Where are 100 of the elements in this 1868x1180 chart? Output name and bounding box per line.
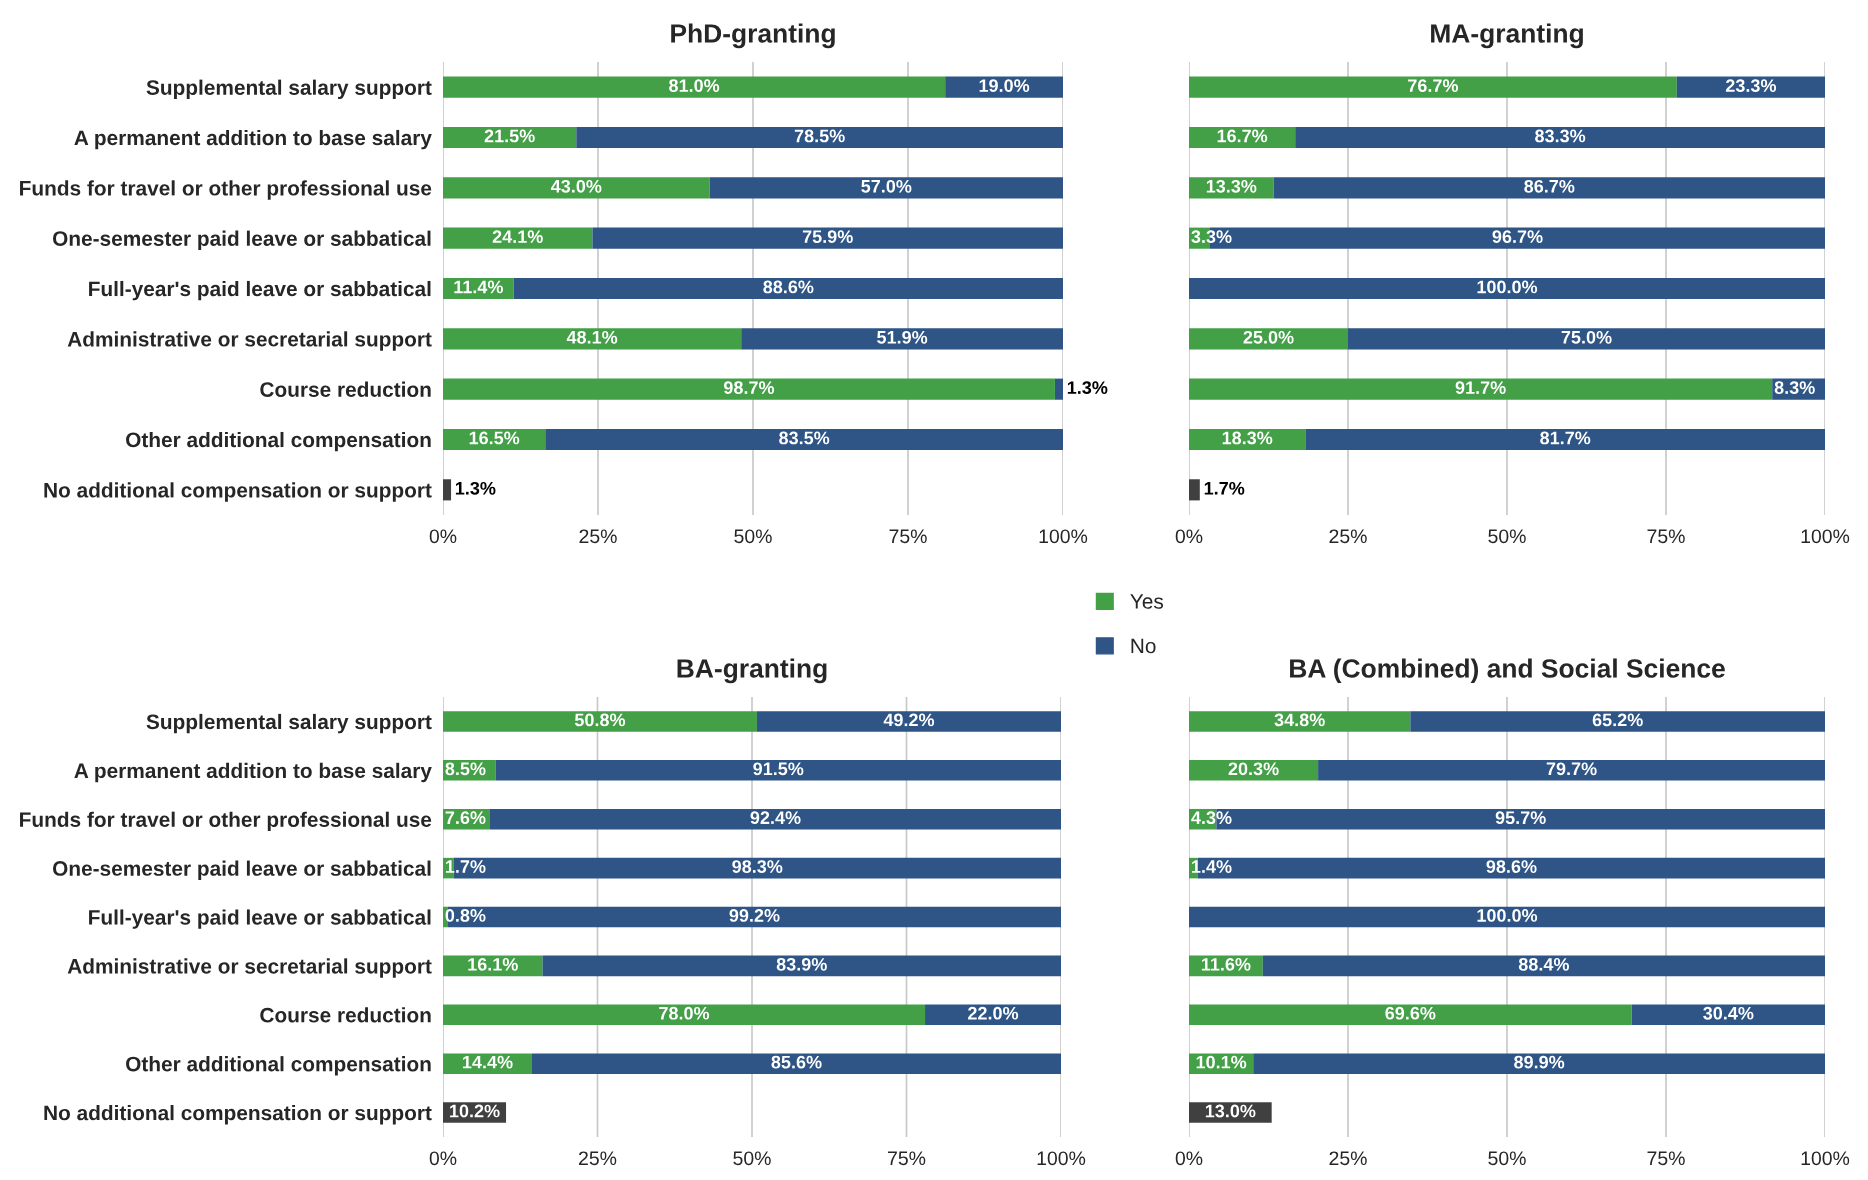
data-label: 14.4% [463,1055,513,1069]
bar [1189,277,1825,300]
y-tick-label: Administrative or secretarial support [67,958,432,978]
y-tick-label: Other additional compensation [126,431,431,452]
data-label: 1.3% [1067,381,1108,395]
bar [443,328,742,350]
legend-label: Yes [1130,594,1164,609]
data-label: 99.2% [729,909,780,922]
chart-title: BA (Combined) and Social Science [1290,658,1725,684]
bar [489,808,1061,830]
bar [1189,76,1677,98]
data-label: 78.0% [659,1006,710,1020]
y-tick-label: A permanent addition to base salary [74,129,432,150]
bar [447,906,1061,928]
x-tick-label: 50% [1488,1151,1526,1166]
bar [1305,428,1825,451]
data-label: 16.1% [468,957,518,971]
x-tick-label: 25% [579,1151,617,1166]
legend-label: No [1131,638,1156,654]
data-label: 65.2% [1592,713,1643,727]
bar [1189,328,1348,350]
data-label: 3.3% [1191,230,1232,244]
x-tick-label: 0% [429,1151,457,1166]
bar [443,378,1055,400]
bar [1253,1053,1825,1074]
data-label: 100.0% [1477,909,1538,922]
data-label: 10.1% [1196,1055,1247,1069]
data-label: 11.4% [454,280,503,294]
chart-title: BA-granting [677,658,827,684]
chart-title: PhD-granting [671,23,835,49]
data-label: 1.7% [1204,481,1245,495]
bar [1295,126,1825,149]
bar [443,1004,926,1026]
data-label: 34.8% [1274,713,1325,727]
bar [542,955,1061,977]
data-label: 23.3% [1725,79,1777,93]
bar [443,126,577,149]
chart-title: MA-granting [1431,23,1583,49]
x-tick-label: 0% [429,529,457,544]
data-label: 91.5% [753,762,804,776]
x-tick-label: 100% [1801,529,1850,544]
bar [1189,760,1319,781]
data-label: 88.4% [1518,957,1570,971]
x-tick-label: 0% [1175,1151,1203,1166]
data-label: 91.7% [1455,381,1506,395]
y-tick-label: Supplemental salary support [146,79,432,100]
data-label: 86.7% [1524,179,1575,193]
data-label: 100.0% [1477,280,1538,294]
x-tick-label: 100% [1801,1151,1850,1166]
bar [443,177,710,199]
data-label: 51.9% [877,330,928,344]
bar [576,126,1063,149]
bar [1054,378,1063,400]
data-label: 10.2% [450,1104,500,1118]
bar [531,1053,1061,1074]
data-label: 95.7% [1495,811,1546,825]
bar [709,177,1063,199]
data-label: 24.1% [492,230,543,243]
x-tick-label: 25% [579,529,617,544]
data-label: 43.0% [550,179,602,193]
data-label: 75.0% [1561,330,1612,344]
bar [1189,711,1411,732]
data-label: 88.6% [763,280,814,294]
y-tick-label: Course reduction [260,381,431,397]
data-label: 16.5% [469,431,520,445]
y-tick-label: Funds for travel or other professional use [20,180,432,200]
data-label: 11.6% [1201,957,1251,971]
bar [545,428,1063,451]
data-label: 83.3% [1535,129,1586,143]
y-tick-label: Full-year's paid leave or sabbatical [89,280,431,301]
x-tick-label: 100% [1039,529,1088,544]
data-label: 0.8% [445,909,486,922]
x-tick-label: 25% [1329,529,1367,544]
data-label: 98.3% [732,860,783,873]
y-tick-label: No additional compensation or support [44,1105,432,1125]
data-label: 57.0% [861,179,912,193]
data-label: 22.0% [968,1006,1019,1020]
bar [443,227,593,249]
y-tick-label: Course reduction [260,1007,431,1023]
bar [1348,328,1825,350]
data-label: 25.0% [1243,330,1294,344]
y-tick-label: A permanent addition to base salary [74,762,432,783]
bar [443,76,946,98]
bar [495,760,1061,781]
data-label: 1.7% [445,860,486,873]
bar [1273,177,1825,199]
y-tick-label: One-semester paid leave or sabbatical [52,860,431,880]
y-tick-label: Funds for travel or other professional use [20,811,432,832]
data-label: 19.0% [979,79,1030,93]
x-tick-label: 75% [1647,1151,1685,1166]
data-label: 83.9% [776,957,827,971]
data-label: 1.3% [455,481,496,495]
data-label: 8.3% [1774,381,1815,395]
bar [756,711,1061,732]
data-label: 98.7% [724,381,775,395]
data-label: 48.1% [566,330,618,344]
data-label: 69.6% [1385,1006,1436,1020]
data-label: 49.2% [883,713,935,727]
data-label: 21.5% [484,129,535,143]
bar [1676,76,1825,98]
